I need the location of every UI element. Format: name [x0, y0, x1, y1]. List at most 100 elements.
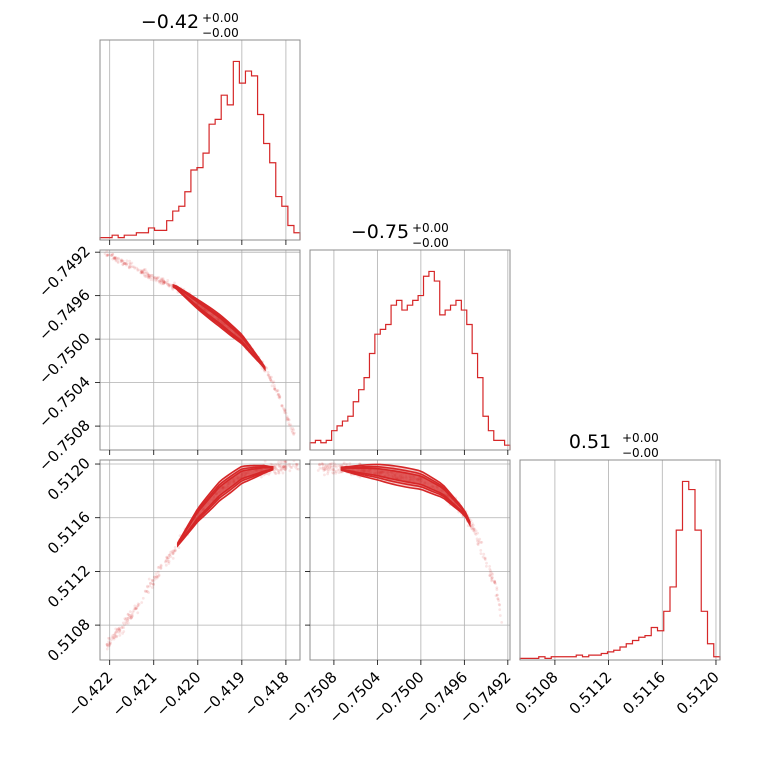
sample-point: [491, 573, 494, 576]
sample-point: [114, 258, 118, 262]
sample-point: [490, 576, 494, 580]
sample-point: [152, 278, 155, 282]
sample-point: [120, 625, 124, 629]
sample-point: [143, 274, 147, 278]
sample-point: [121, 621, 125, 625]
sample-point: [154, 279, 158, 283]
sample-point: [166, 559, 170, 563]
sample-point: [144, 271, 148, 275]
sample-point: [318, 463, 322, 467]
sample-point: [275, 467, 278, 471]
sample-point: [164, 558, 168, 562]
sample-point: [147, 275, 151, 279]
panel-scatter-2-1: [305, 459, 511, 665]
sample-point: [490, 578, 494, 582]
sample-point: [123, 623, 126, 627]
sample-point: [157, 565, 161, 569]
sample-point: [106, 253, 109, 257]
sample-point: [295, 464, 299, 468]
sample-point: [283, 409, 287, 413]
sample-point: [128, 614, 132, 617]
sample-point: [327, 466, 331, 470]
sample-point: [156, 566, 160, 569]
sample-point: [470, 526, 473, 530]
sample-point: [150, 276, 154, 279]
y-tick-label: 0.5108: [44, 615, 94, 665]
sample-point: [286, 418, 290, 421]
sample-point: [277, 465, 281, 469]
sample-point: [132, 608, 136, 612]
sample-point: [342, 461, 346, 465]
panel-scatter-2-0: [95, 459, 301, 665]
sample-point: [278, 395, 282, 399]
sample-point: [284, 460, 287, 464]
sample-point: [122, 626, 126, 629]
sample-point: [148, 273, 152, 277]
sample-point: [108, 644, 111, 647]
sample-point: [139, 271, 143, 275]
sample-point: [113, 256, 117, 260]
sample-point: [272, 384, 276, 387]
sample-point: [160, 282, 164, 286]
sample-point: [496, 597, 500, 601]
sample-point: [489, 576, 493, 580]
sample-point: [295, 462, 299, 466]
axes-frame: [99, 459, 301, 661]
sample-point: [275, 389, 279, 392]
sample-point: [269, 377, 272, 381]
x-tick-label: 0.5116: [619, 668, 669, 718]
sample-point: [111, 257, 115, 261]
sample-point: [148, 276, 152, 279]
sample-point: [151, 582, 155, 586]
sample-point: [119, 258, 123, 262]
sample-point: [480, 540, 484, 544]
sample-point: [105, 250, 109, 253]
sample-point: [332, 468, 336, 471]
sample-point: [131, 265, 135, 269]
sample-point: [124, 620, 128, 624]
sample-point: [159, 567, 163, 570]
sample-point: [321, 463, 324, 466]
sample-point: [267, 473, 271, 476]
sample-point: [117, 257, 120, 261]
sample-point: [330, 462, 334, 465]
sample-point: [105, 254, 109, 258]
sample-point: [171, 557, 175, 560]
x-tick-label: −0.422: [65, 668, 117, 720]
sample-point: [127, 264, 131, 268]
sample-point: [276, 468, 280, 472]
sample-point: [158, 279, 161, 282]
sample-point: [139, 271, 143, 275]
sample-point: [273, 471, 277, 475]
sample-point: [122, 262, 126, 265]
sample-point: [116, 256, 120, 260]
sample-point: [123, 617, 127, 621]
sample-point: [316, 469, 320, 472]
sample-point: [109, 642, 112, 645]
sample-point: [105, 647, 109, 651]
sample-point: [151, 579, 154, 582]
sample-point: [288, 462, 291, 466]
sample-point: [149, 582, 153, 585]
sample-point: [339, 470, 343, 474]
sample-point: [488, 574, 492, 578]
sample-point: [112, 637, 116, 641]
sample-point: [282, 465, 286, 469]
sample-point: [142, 271, 146, 275]
sample-point: [127, 613, 131, 617]
sample-point: [147, 274, 151, 277]
sample-point: [127, 266, 131, 270]
sample-point: [274, 467, 278, 471]
sample-point: [111, 633, 115, 637]
sample-point: [490, 576, 494, 579]
sample-point: [114, 630, 118, 634]
sample-point: [483, 558, 487, 561]
sample-point: [498, 614, 502, 617]
sample-point: [133, 265, 136, 269]
sample-point: [156, 575, 159, 579]
sample-point: [281, 466, 285, 470]
sample-point: [141, 596, 145, 600]
sample-point: [297, 467, 300, 471]
sample-point: [493, 580, 497, 584]
sample-point: [171, 552, 175, 555]
